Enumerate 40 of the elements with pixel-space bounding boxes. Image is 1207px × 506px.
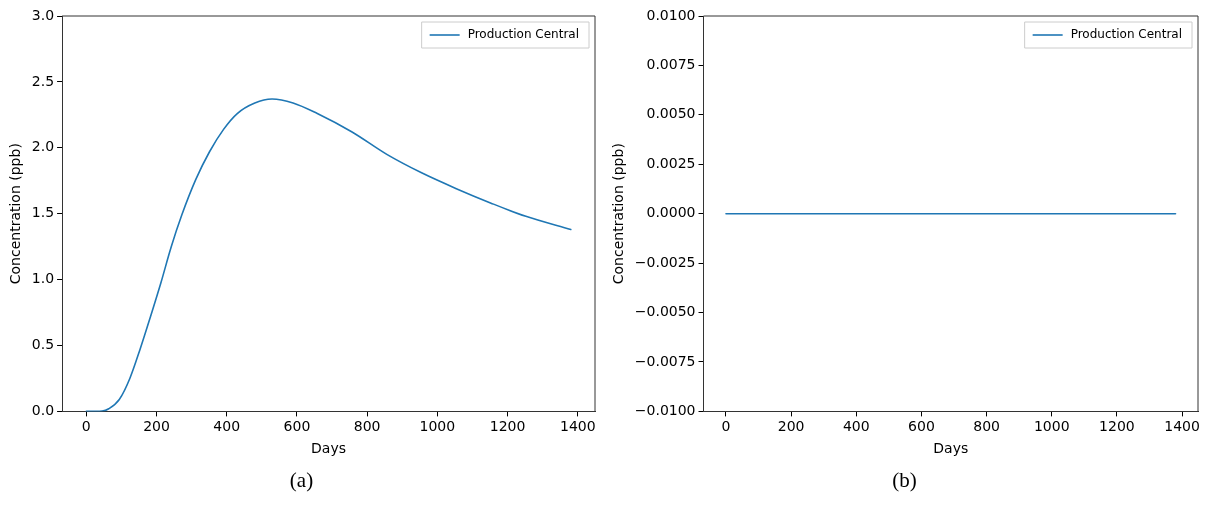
y-axis-title: Concentration (ppb) xyxy=(7,143,24,285)
y-tick-label: 0.0100 xyxy=(646,6,696,23)
x-tick-label: 200 xyxy=(143,418,170,435)
x-tick-label: 1400 xyxy=(1164,418,1200,435)
x-axis-title: Days xyxy=(933,440,969,457)
text: (a) xyxy=(288,468,315,493)
y-tick-label: 0.5 xyxy=(31,336,55,353)
x-tick-label: 1200 xyxy=(489,418,526,435)
legend-label: Production Central xyxy=(1070,27,1183,42)
x-tick-label: 400 xyxy=(213,418,241,435)
x-axis-title: Days xyxy=(311,440,347,457)
x-tick-label: 600 xyxy=(908,418,935,435)
y-tick-label: −0.0075 xyxy=(634,352,696,369)
y-tick-label: 0.0000 xyxy=(646,204,696,221)
y-tick-label: 2.0 xyxy=(31,138,55,155)
y-tick-label: 0.0 xyxy=(31,402,55,419)
y-tick-label: −0.0025 xyxy=(634,253,696,270)
y-tick-label: 1.0 xyxy=(31,270,55,287)
y-tick-label: −0.0100 xyxy=(634,402,696,419)
x-tick-label: 600 xyxy=(283,418,311,435)
legend-label: Production Central xyxy=(467,27,580,42)
y-axis-title: Concentration (ppb) xyxy=(610,143,627,285)
x-tick-label: 400 xyxy=(842,418,870,435)
y-tick-label: −0.0050 xyxy=(634,303,696,320)
x-tick-label: 200 xyxy=(777,418,805,435)
y-tick-label: 1.5 xyxy=(31,204,55,221)
x-tick-label: 1000 xyxy=(1033,418,1070,435)
y-tick-label: 0.0050 xyxy=(646,105,696,122)
x-tick-label: 0 xyxy=(721,418,731,435)
x-tick-label: 1000 xyxy=(419,418,456,435)
x-tick-label: 1200 xyxy=(1099,418,1135,435)
x-tick-label: 1400 xyxy=(559,418,596,435)
text: (b) xyxy=(891,468,918,493)
y-tick-label: 0.0075 xyxy=(646,56,696,73)
y-tick-label: 2.5 xyxy=(31,72,55,89)
x-tick-label: 800 xyxy=(353,418,381,435)
x-tick-label: 0 xyxy=(81,418,91,435)
y-tick-label: 3.0 xyxy=(31,6,55,23)
x-tick-label: 800 xyxy=(973,418,1000,435)
y-tick-label: 0.0025 xyxy=(646,154,696,171)
